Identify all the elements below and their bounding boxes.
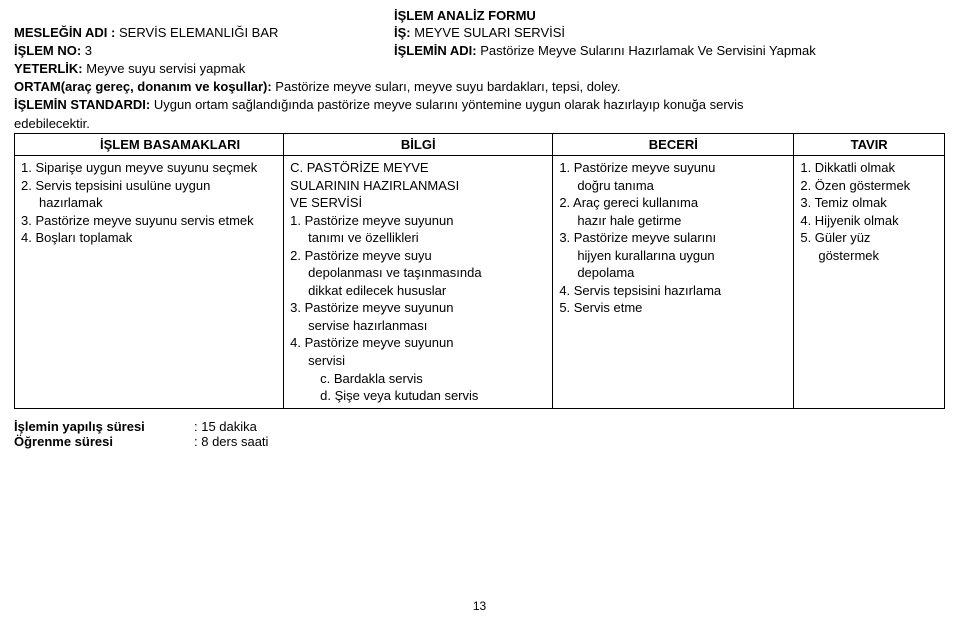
islem-adi-value: Pastörize Meyve Sularını Hazırlamak Ve S… <box>480 43 816 58</box>
is-label: İŞ: <box>394 25 411 40</box>
ortam-value: Pastörize meyve suları, meyve suyu barda… <box>275 79 620 94</box>
cell-bilgi: C. PASTÖRİZE MEYVE SULARININ HAZIRLANMAS… <box>290 159 546 405</box>
th-tavir: TAVIR <box>794 134 945 156</box>
page-number: 13 <box>0 599 959 613</box>
standard-value: Uygun ortam sağlandığında pastörize meyv… <box>154 97 744 112</box>
th-bilgi: BİLGİ <box>284 134 553 156</box>
footer-block: İşlemin yapılış süresi : 15 dakika Öğren… <box>14 419 945 449</box>
meslek-label: MESLEĞİN ADI : <box>14 25 115 40</box>
ogren-value: : 8 ders saati <box>194 434 268 449</box>
sure-label: İşlemin yapılış süresi <box>14 419 194 434</box>
analysis-table: İŞLEM BASAMAKLARI BİLGİ BECERİ TAVIR 1. … <box>14 133 945 409</box>
th-beceri: BECERİ <box>553 134 794 156</box>
cell-basamak: 1. Siparişe uygun meyve suyunu seçmek 2.… <box>21 159 277 247</box>
cell-beceri: 1. Pastörize meyve suyunu doğru tanıma 2… <box>559 159 787 317</box>
table-row: 1. Siparişe uygun meyve suyunu seçmek 2.… <box>15 156 945 409</box>
standard-label: İŞLEMİN STANDARDI: <box>14 97 150 112</box>
yeterlik-value: Meyve suyu servisi yapmak <box>86 61 245 76</box>
sure-value: : 15 dakika <box>194 419 257 434</box>
islem-no-value: 3 <box>85 43 92 58</box>
cell-tavir: 1. Dikkatli olmak 2. Özen göstermek 3. T… <box>800 159 938 264</box>
standard-cont: edebilecektir. <box>14 116 945 131</box>
form-title: İŞLEM ANALİZ FORMU <box>394 8 536 23</box>
ogren-label: Öğrenme süresi <box>14 434 194 449</box>
meslek-value: SERVİS ELEMANLIĞI BAR <box>119 25 278 40</box>
islem-no-label: İŞLEM NO: <box>14 43 81 58</box>
ortam-label: ORTAM(araç gereç, donanım ve koşullar): <box>14 79 272 94</box>
is-value: MEYVE SULARI SERVİSİ <box>414 25 565 40</box>
th-basamak: İŞLEM BASAMAKLARI <box>15 134 284 156</box>
yeterlik-label: YETERLİK: <box>14 61 83 76</box>
islem-adi-label: İŞLEMİN ADI: <box>394 43 477 58</box>
